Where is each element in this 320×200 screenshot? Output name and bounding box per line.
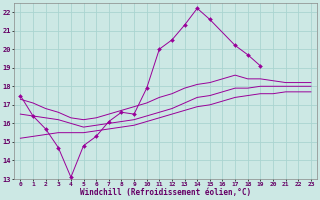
- X-axis label: Windchill (Refroidissement éolien,°C): Windchill (Refroidissement éolien,°C): [80, 188, 251, 197]
